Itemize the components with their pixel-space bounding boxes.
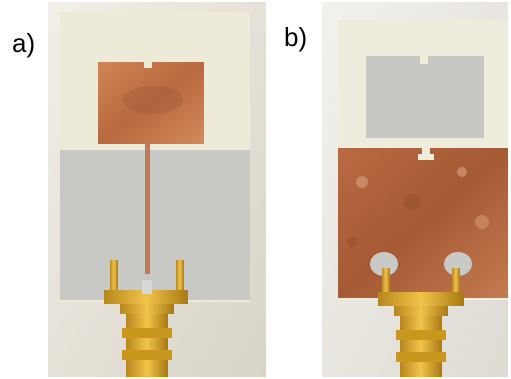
antenna-back-illustration — [322, 2, 508, 377]
solder-joint-left — [370, 252, 398, 276]
solder-joint-right — [444, 252, 472, 276]
panel-label-a: a) — [12, 28, 36, 58]
patch-silhouette — [366, 56, 484, 138]
panel-label-b: b) — [284, 22, 308, 52]
antenna-front-illustration — [48, 2, 266, 377]
photo-back-view — [322, 2, 508, 377]
feed-line — [145, 144, 150, 274]
copper-patch — [98, 62, 204, 144]
sma-connector-icon — [104, 260, 188, 377]
ground-plane — [60, 150, 250, 300]
photo-front-view — [48, 2, 266, 377]
sma-connector-icon — [378, 268, 464, 377]
